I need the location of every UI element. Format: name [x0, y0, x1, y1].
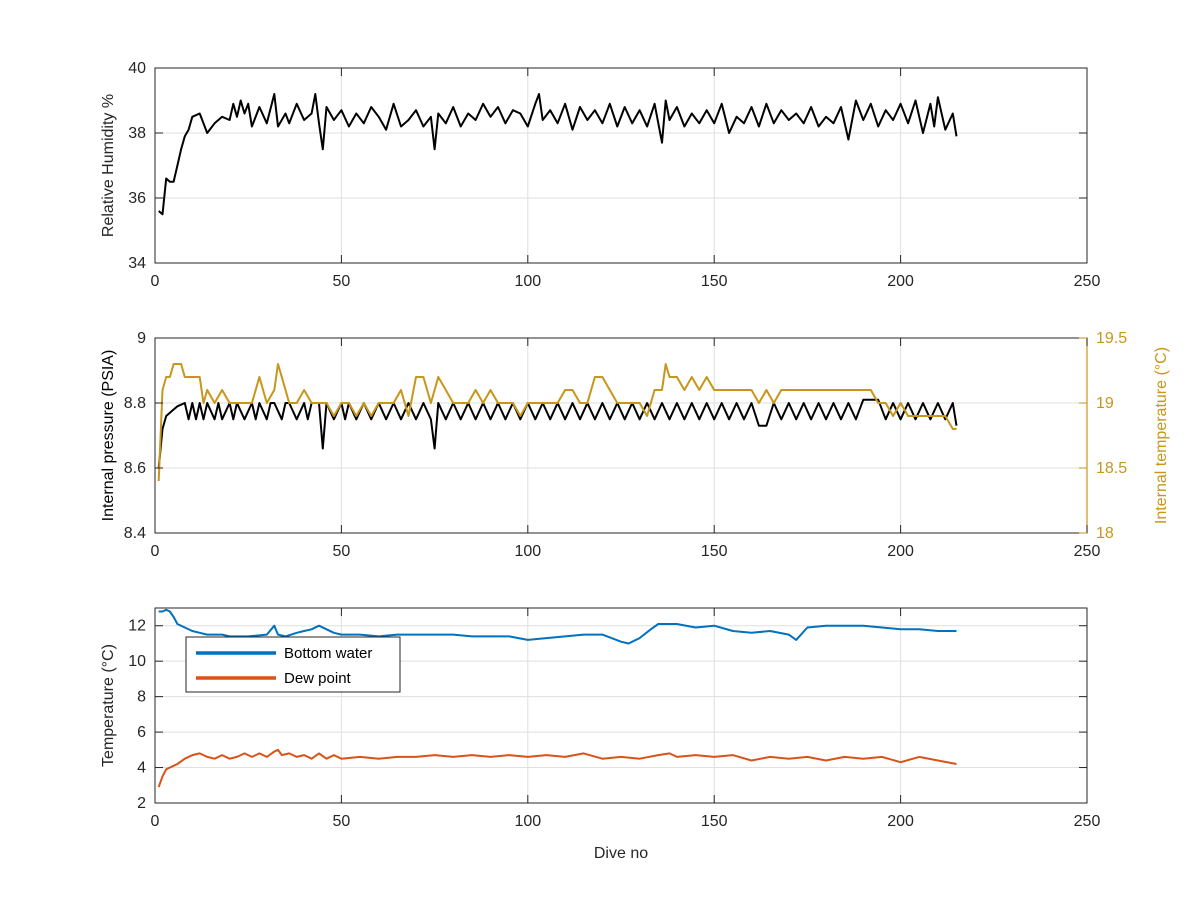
series-line-2	[157, 363, 957, 482]
x-tick-label: 150	[701, 813, 728, 830]
x-tick-label: 100	[514, 273, 541, 290]
x-tick-label: 50	[333, 813, 351, 830]
x-tick-label: 200	[887, 813, 914, 830]
x-tick-label: 0	[151, 273, 160, 290]
series-line-1	[158, 608, 957, 645]
y-tick-label: 12	[128, 618, 146, 635]
y-right-tick-label: 18	[1096, 525, 1114, 542]
panel-2: 0 50 100 150 200 250 8.4 8.6 8.8 9 18 18.5 19 19.5 Int…	[100, 330, 1170, 560]
x-tick-label: 0	[151, 813, 160, 830]
y-tick-label: 2	[137, 795, 146, 812]
x-tick-label: 150	[701, 273, 728, 290]
x-tick-label: 100	[514, 813, 541, 830]
y-right-tick-label: 19	[1096, 395, 1114, 412]
x-tick-label: 250	[1074, 273, 1101, 290]
y-tick-label: 36	[128, 190, 146, 207]
x-tick-label: 250	[1074, 813, 1101, 830]
x-tick-label: 200	[887, 273, 914, 290]
y-tick-label: 40	[128, 60, 146, 77]
plot-area	[155, 68, 1087, 263]
y-tick-label: 10	[128, 653, 146, 670]
y-tick-label: 8.8	[124, 395, 146, 412]
y-right-tick-label: 19.5	[1096, 330, 1127, 347]
y-tick-label: 38	[128, 125, 146, 142]
series-line-1	[158, 93, 958, 216]
y-tick-label: 6	[137, 724, 146, 741]
series-line-2	[157, 748, 957, 788]
x-tick-label: 200	[887, 543, 914, 560]
y-tick-label: 8.6	[124, 460, 146, 477]
y-axis-label-right: Internal temperature (°C)	[1153, 347, 1170, 524]
legend: Bottom water Dew point	[185, 636, 401, 693]
legend-label-1: Bottom water	[284, 645, 372, 662]
y-axis-label: Relative Humidity %	[100, 94, 117, 237]
panel-3: 0 50 100 150 200 250 2 4 6 8 10 12 Temperature (°C) D…	[100, 607, 1101, 862]
legend-label-2: Dew point	[284, 670, 352, 687]
axes-box	[154, 67, 1088, 264]
y-axis-label: Temperature (°C)	[100, 644, 117, 767]
y-axis-label: Internal pressure (PSIA)	[100, 350, 117, 522]
axes-box	[154, 607, 1088, 804]
y-tick-label: 8	[137, 689, 146, 706]
y-right-tick-label: 18.5	[1096, 460, 1127, 477]
y-tick-label: 9	[137, 330, 146, 347]
plot-area	[155, 338, 1087, 533]
x-tick-label: 150	[701, 543, 728, 560]
x-tick-label: 0	[151, 543, 160, 560]
y-tick-label: 34	[128, 255, 146, 272]
x-axis-label: Dive no	[594, 845, 648, 862]
y-tick-label: 8.4	[124, 525, 146, 542]
panel-1: 0 50 100 150 200 250 34 36 38 40 Relative Humidity…	[100, 60, 1100, 290]
series-line-1	[157, 398, 958, 469]
x-tick-label: 50	[333, 273, 351, 290]
x-tick-label: 50	[333, 543, 351, 560]
x-tick-label: 100	[514, 543, 541, 560]
legend-box	[185, 636, 401, 693]
y-tick-label: 4	[137, 760, 146, 777]
x-tick-label: 250	[1074, 543, 1101, 560]
